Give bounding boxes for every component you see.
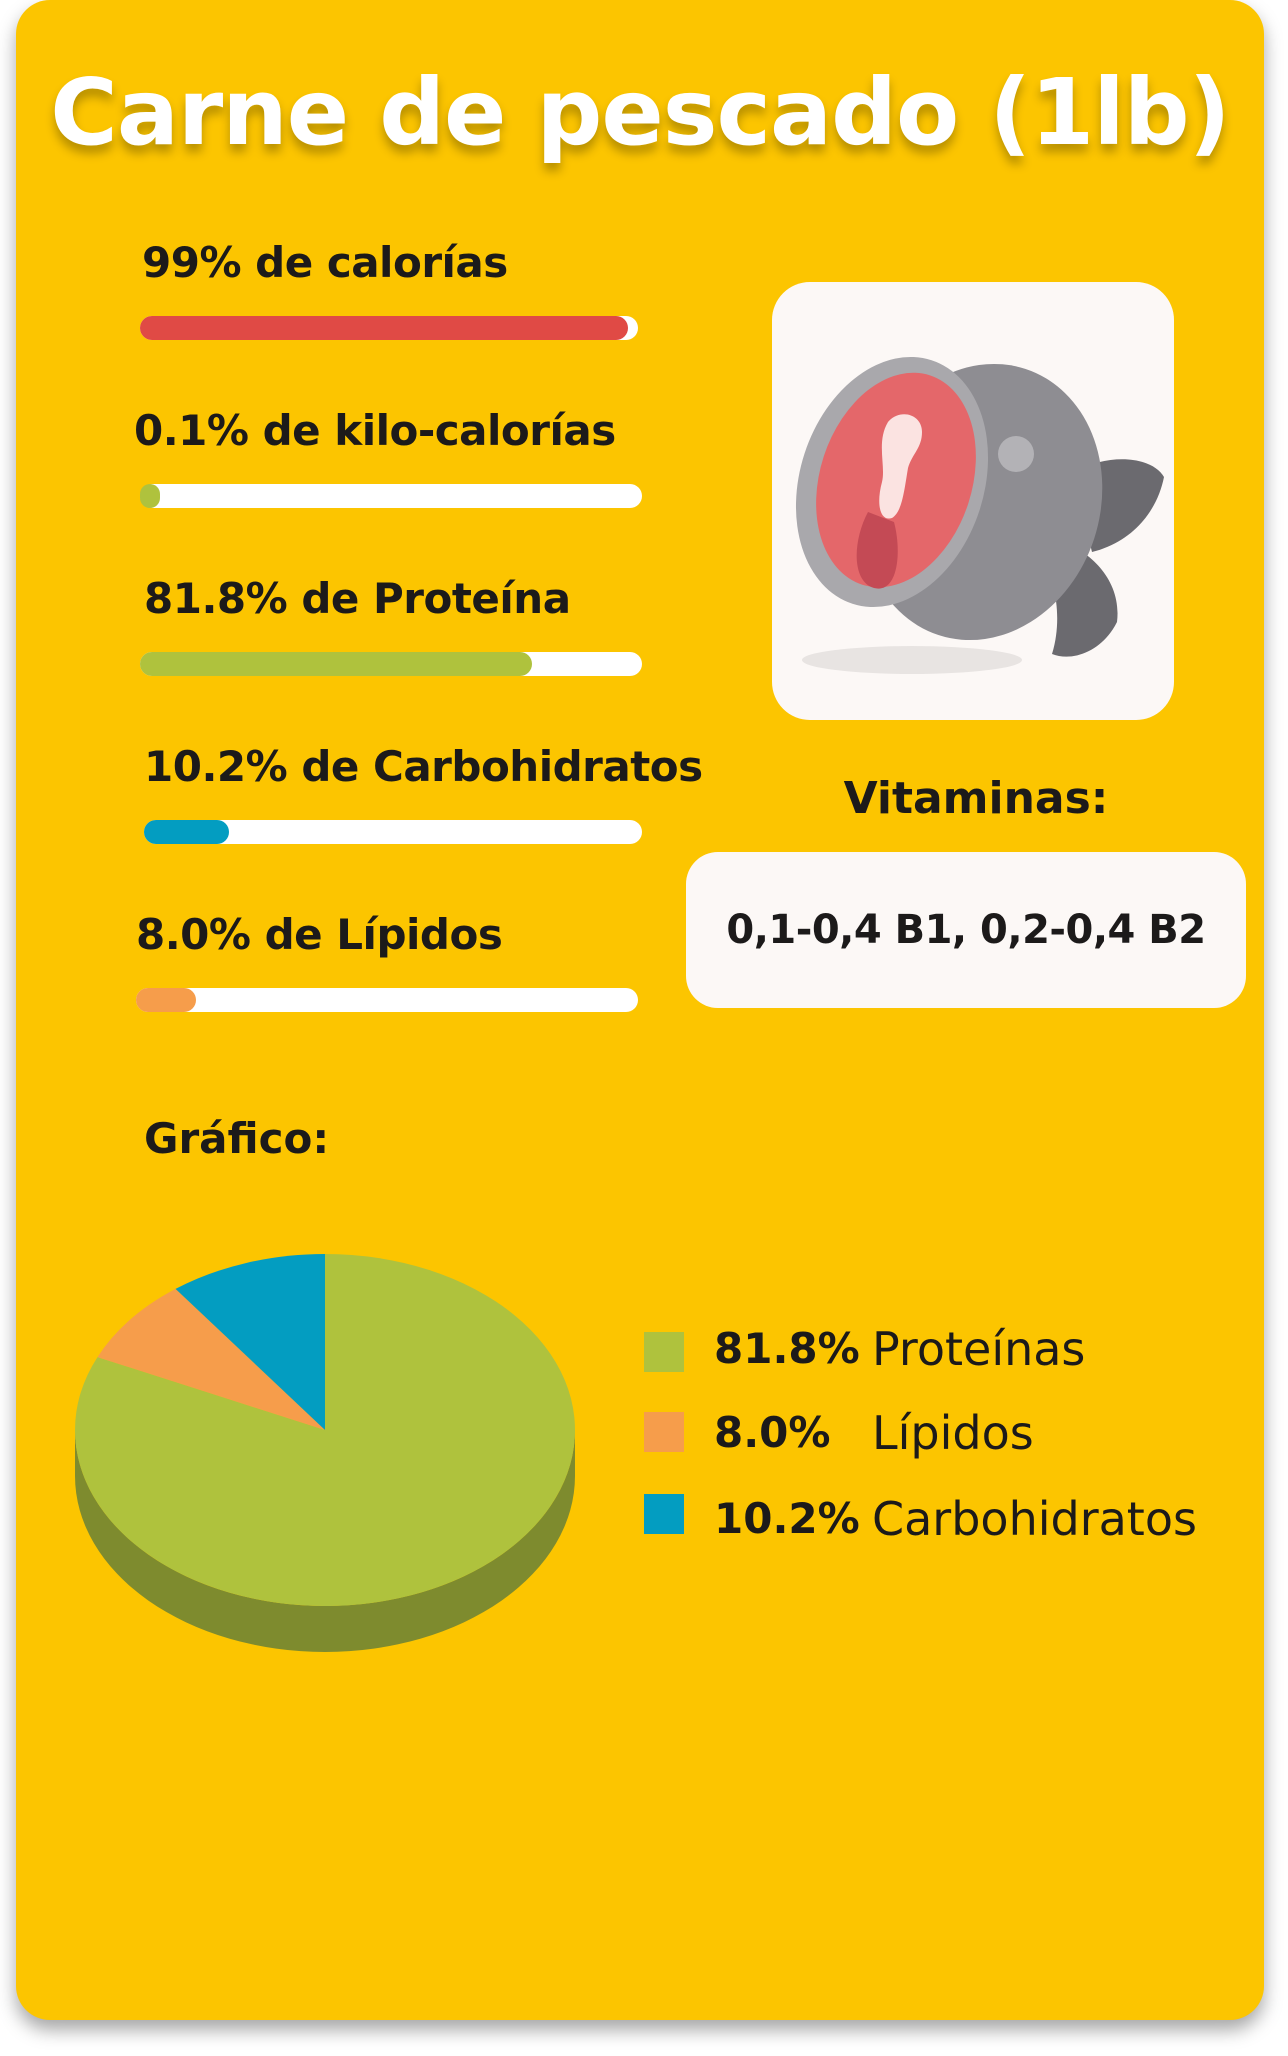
infographic-card: Carne de pescado (1lb) 99% de calorías 0… <box>16 0 1264 2020</box>
legend-value-lipidos: 8.0% <box>714 1408 831 1457</box>
bar-fill-carbohidratos <box>144 820 229 844</box>
bar-fill-kilocalorias <box>140 484 161 508</box>
bar-track-proteina <box>140 652 642 676</box>
bar-label-lipidos: 8.0% de Lípidos <box>136 910 503 959</box>
legend-name-carbohidratos: Carbohidratos <box>872 1492 1197 1546</box>
bar-fill-calorias <box>140 316 629 340</box>
chart-heading: Gráfico: <box>144 1114 330 1163</box>
bar-label-kilocalorias: 0.1% de kilo-calorías <box>134 406 616 455</box>
bar-label-proteina: 81.8% de Proteína <box>144 574 571 623</box>
legend-swatch-proteinas <box>644 1332 684 1372</box>
legend-value-carbohidratos: 10.2% <box>714 1494 860 1543</box>
food-image-box <box>772 282 1174 720</box>
pie-chart <box>75 1254 576 1652</box>
vitamins-text: 0,1-0,4 B1, 0,2-0,4 B2 <box>726 907 1206 953</box>
legend-name-proteinas: Proteínas <box>872 1322 1086 1376</box>
bar-fill-proteina <box>140 652 532 676</box>
bar-track-carbohidratos <box>144 820 642 844</box>
bar-fill-lipidos <box>136 988 197 1012</box>
legend-swatch-lipidos <box>644 1412 684 1452</box>
bar-track-calorias <box>140 316 638 340</box>
pie-slice-lipidos <box>97 1288 325 1430</box>
page-title: Carne de pescado (1lb) <box>50 59 1230 166</box>
vitamins-title: Vitaminas: <box>843 773 1109 824</box>
bar-label-calorias: 99% de calorías <box>142 238 508 287</box>
pie-side-proteinas <box>75 1430 575 1652</box>
bar-track-lipidos <box>136 988 638 1012</box>
vitamins-box: 0,1-0,4 B1, 0,2-0,4 B2 <box>686 852 1246 1008</box>
fish-meat-icon <box>795 356 1164 674</box>
pie-slice-proteinas <box>75 1254 576 1606</box>
pie-slice-carbohidratos <box>175 1254 325 1430</box>
bar-label-carbohidratos: 10.2% de Carbohidratos <box>144 742 703 791</box>
legend-swatch-carbohidratos <box>644 1494 684 1534</box>
legend-name-lipidos: Lípidos <box>872 1406 1034 1460</box>
bar-track-kilocalorias <box>140 484 642 508</box>
legend-value-proteinas: 81.8% <box>714 1324 860 1373</box>
